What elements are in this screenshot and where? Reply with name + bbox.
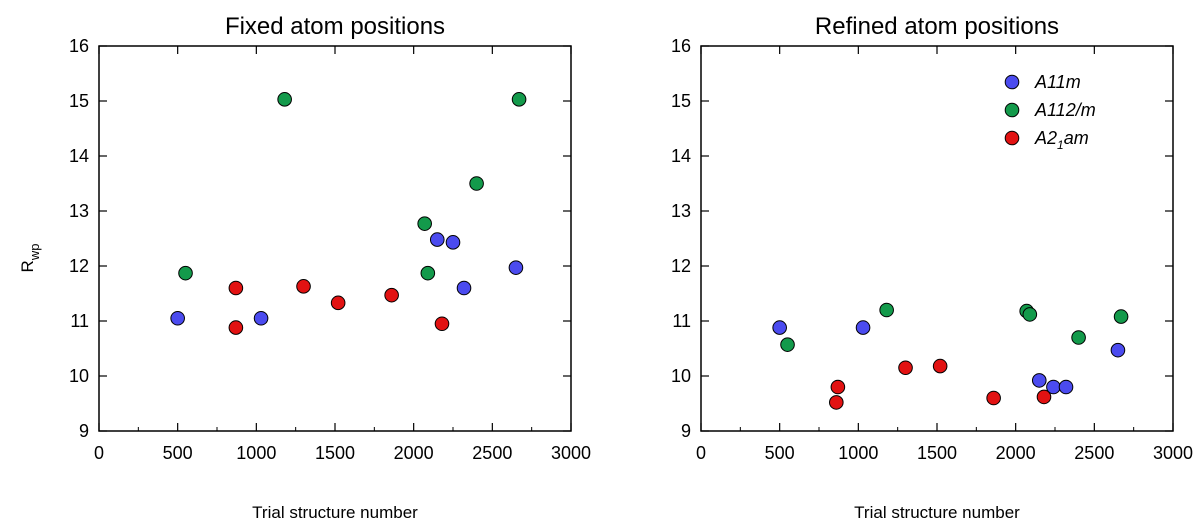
data-point: [1022, 307, 1038, 322]
x-tick-label: 1000: [838, 443, 878, 463]
data-point: [830, 379, 846, 395]
y-tick-label: 12: [69, 256, 89, 276]
data-point: [170, 310, 185, 326]
y-tick-label: 16: [671, 36, 691, 56]
x-tick-label: 3000: [1153, 443, 1193, 463]
panel-fixed: Fixed atom positions 0 500 1000 1500 2000 2500…: [18, 13, 591, 522]
series-a11m: [772, 320, 1126, 395]
y-tick-label: 16: [69, 36, 89, 56]
data-point: [228, 320, 244, 335]
data-point: [932, 358, 948, 374]
x-tick-label: 2000: [996, 443, 1036, 463]
y-tick-label: 14: [69, 146, 89, 166]
data-point: [178, 265, 193, 281]
legend-marker: [1004, 130, 1020, 146]
y-axis-label-subscript: wp: [27, 244, 42, 262]
y-tick-label: 10: [671, 366, 691, 386]
y-tick-label: 11: [70, 311, 89, 331]
legend: A11m A112/m A21am: [1004, 72, 1096, 152]
chart-title: Fixed atom positions: [225, 13, 445, 40]
x-axis-label: Trial structure number: [854, 503, 1020, 522]
data-point: [469, 176, 484, 191]
x-tick-label: 1000: [236, 443, 276, 463]
data-point: [898, 360, 913, 376]
y-tick-label: 10: [69, 366, 89, 386]
series-a112-m: [780, 302, 1129, 352]
series-a21am: [228, 279, 450, 335]
x-axis-label: Trial structure number: [252, 503, 418, 522]
data-point: [296, 279, 311, 294]
y-tick-label: 11: [672, 311, 691, 331]
data-point: [1031, 373, 1047, 388]
y-tick-label: 13: [671, 201, 691, 221]
data-point: [429, 232, 445, 247]
legend-marker: [1004, 74, 1020, 90]
legend-label-tail: am: [1064, 128, 1089, 148]
y-axis-label: Rwp: [18, 244, 42, 273]
data-point: [330, 295, 346, 311]
data-point: [253, 310, 269, 326]
y-tick-label: 9: [681, 421, 691, 441]
legend-marker: [1004, 102, 1020, 118]
y-tick-label: 14: [671, 146, 691, 166]
data-point: [829, 395, 844, 410]
series-a11m: [170, 232, 524, 326]
legend-label: A11m: [1034, 72, 1081, 92]
y-tick-label: 12: [671, 256, 691, 276]
x-tick-label: 0: [696, 443, 706, 463]
data-point: [780, 337, 795, 352]
x-tick-label: 500: [765, 443, 795, 463]
x-tick-label: 0: [94, 443, 104, 463]
data-point: [1071, 330, 1086, 345]
legend-label-subscript: 1: [1057, 138, 1064, 152]
x-tick-label: 2000: [394, 443, 434, 463]
data-point: [772, 320, 787, 335]
x-tick-label: 2500: [472, 443, 512, 463]
data-point: [508, 260, 524, 275]
y-tick-label: 9: [79, 421, 89, 441]
x-tick-label: 3000: [551, 443, 591, 463]
x-tick-label: 1500: [917, 443, 957, 463]
data-point: [277, 92, 292, 107]
legend-label: A112/m: [1034, 100, 1096, 120]
data-point: [879, 302, 894, 318]
legend-label-main: A112/m: [1034, 100, 1096, 120]
data-point: [417, 216, 432, 231]
data-point: [434, 316, 450, 332]
plot-frame: [98, 45, 572, 432]
data-point: [855, 320, 871, 335]
y-tick-label: 15: [671, 91, 691, 111]
x-tick-label: 2500: [1074, 443, 1114, 463]
data-point: [420, 265, 436, 281]
data-point: [1113, 309, 1129, 324]
y-tick-label: 13: [69, 201, 89, 221]
data-point: [1036, 389, 1052, 405]
data-point: [1058, 379, 1074, 395]
series-a112-m: [178, 92, 527, 281]
data-point: [445, 235, 461, 250]
panel-refined: Refined atom positions 0 500 1000 1500 2000 25…: [671, 13, 1193, 522]
data-point: [456, 280, 472, 296]
y-tick-label: 15: [69, 91, 89, 111]
x-tick-label: 1500: [315, 443, 355, 463]
series-a21am: [829, 358, 1052, 410]
data-point: [1110, 342, 1126, 358]
legend-label-main: A11m: [1034, 72, 1081, 92]
data-point: [228, 280, 244, 296]
data-point: [384, 287, 399, 303]
legend-label: A21am: [1034, 128, 1089, 152]
y-axis-label-main: R: [18, 260, 37, 272]
data-point: [986, 390, 1001, 406]
data-point: [511, 92, 527, 107]
chart-title: Refined atom positions: [815, 13, 1059, 40]
legend-label-main: A2: [1034, 128, 1057, 148]
plot-frame: [700, 45, 1174, 432]
x-tick-label: 500: [163, 443, 193, 463]
